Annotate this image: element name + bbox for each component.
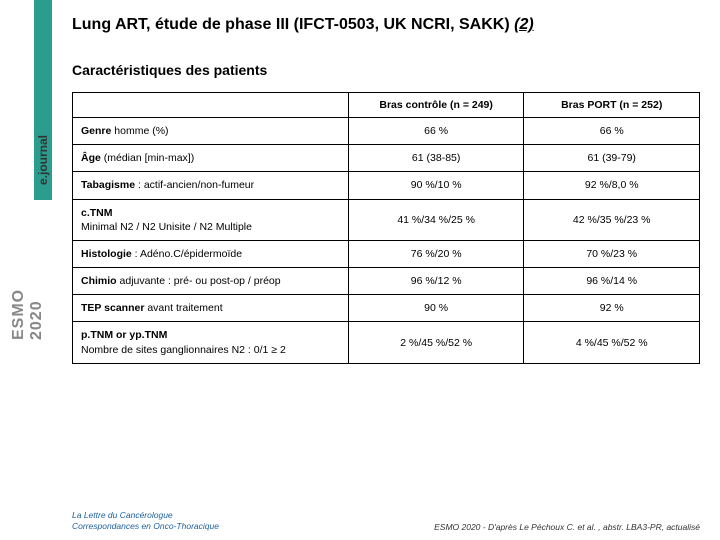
table-row: Genre homme (%)66 %66 % (73, 118, 700, 145)
table-row: c.TNM Minimal N2 / N2 Unisite / N2 Multip… (73, 199, 700, 240)
row-label-bold: p.TNM or yp.TNM (81, 329, 167, 341)
footer-left-line2: Correspondances en Onco-Thoracique (72, 521, 219, 531)
table-row: Histologie : Adéno.C/épidermoïde76 %/20 … (73, 240, 700, 267)
row-label: c.TNM Minimal N2 / N2 Unisite / N2 Multip… (73, 199, 349, 240)
row-control-value: 90 %/10 % (348, 172, 524, 199)
footer-left: La Lettre du Cancérologue Correspondance… (72, 510, 219, 532)
table-row: Chimio adjuvante : pré- ou post-op / pré… (73, 268, 700, 295)
row-label-bold: Chimio (81, 275, 117, 287)
page-title: Lung ART, étude de phase III (IFCT-0503,… (72, 16, 700, 34)
subtitle: Caractéristiques des patients (72, 62, 700, 78)
title-suffix: (2) (514, 16, 534, 33)
row-label-bold: Âge (81, 152, 101, 164)
row-control-value: 96 %/12 % (348, 268, 524, 295)
row-port-value: 61 (39-79) (524, 145, 700, 172)
row-port-value: 92 %/8,0 % (524, 172, 700, 199)
row-label-bold: TEP scanner (81, 302, 144, 314)
row-label-sub: Nombre de sites ganglionnaires N2 : 0/1 … (81, 344, 286, 356)
row-label-rest: avant traitement (144, 302, 222, 314)
row-port-value: 92 % (524, 295, 700, 322)
sidebar-esmo-label: ESMO 2020 (10, 289, 46, 340)
row-control-value: 90 % (348, 295, 524, 322)
footer-right: ESMO 2020 - D'après Le Péchoux C. et al.… (434, 522, 700, 532)
row-label-rest: (médian [min-max]) (101, 152, 194, 164)
table-row: TEP scanner avant traitement90 %92 % (73, 295, 700, 322)
header-control: Bras contrôle (n = 249) (348, 93, 524, 118)
table-row: p.TNM or yp.TNM Nombre de sites ganglionn… (73, 322, 700, 363)
row-label: Tabagisme : actif-ancien/non-fumeur (73, 172, 349, 199)
row-port-value: 4 %/45 %/52 % (524, 322, 700, 363)
row-label-bold: Tabagisme (81, 179, 135, 191)
row-label-rest: adjuvante : pré- ou post-op / préop (117, 275, 281, 287)
row-label: Histologie : Adéno.C/épidermoïde (73, 240, 349, 267)
row-label-bold: Genre (81, 125, 111, 137)
sidebar: e.journal ESMO 2020 (0, 0, 52, 540)
row-port-value: 96 %/14 % (524, 268, 700, 295)
footer: La Lettre du Cancérologue Correspondance… (72, 510, 700, 532)
row-label-rest: : actif-ancien/non-fumeur (135, 179, 254, 191)
table-header-row: Bras contrôle (n = 249) Bras PORT (n = 2… (73, 93, 700, 118)
row-port-value: 70 %/23 % (524, 240, 700, 267)
row-label: Âge (médian [min-max]) (73, 145, 349, 172)
footer-left-line1: La Lettre du Cancérologue (72, 510, 173, 520)
row-port-value: 42 %/35 %/23 % (524, 199, 700, 240)
row-label-bold: c.TNM (81, 207, 113, 219)
row-control-value: 66 % (348, 118, 524, 145)
row-control-value: 76 %/20 % (348, 240, 524, 267)
row-label-sub: Minimal N2 / N2 Unisite / N2 Multiple (81, 221, 252, 233)
title-main: Lung ART, étude de phase III (IFCT-0503,… (72, 16, 510, 33)
row-label: TEP scanner avant traitement (73, 295, 349, 322)
row-label-bold: Histologie (81, 248, 132, 260)
row-label-rest: homme (%) (111, 125, 168, 137)
sidebar-ejournal-label: e.journal (36, 135, 50, 185)
row-label-rest: : Adéno.C/épidermoïde (132, 248, 242, 260)
row-control-value: 41 %/34 %/25 % (348, 199, 524, 240)
row-control-value: 2 %/45 %/52 % (348, 322, 524, 363)
row-label: Genre homme (%) (73, 118, 349, 145)
row-label: Chimio adjuvante : pré- ou post-op / pré… (73, 268, 349, 295)
table-row: Âge (médian [min-max])61 (38-85)61 (39-7… (73, 145, 700, 172)
row-port-value: 66 % (524, 118, 700, 145)
header-blank (73, 93, 349, 118)
patient-characteristics-table: Bras contrôle (n = 249) Bras PORT (n = 2… (72, 92, 700, 364)
table-row: Tabagisme : actif-ancien/non-fumeur90 %/… (73, 172, 700, 199)
main-content: Lung ART, étude de phase III (IFCT-0503,… (52, 0, 720, 540)
header-port: Bras PORT (n = 252) (524, 93, 700, 118)
row-label: p.TNM or yp.TNM Nombre de sites ganglionn… (73, 322, 349, 363)
row-control-value: 61 (38-85) (348, 145, 524, 172)
